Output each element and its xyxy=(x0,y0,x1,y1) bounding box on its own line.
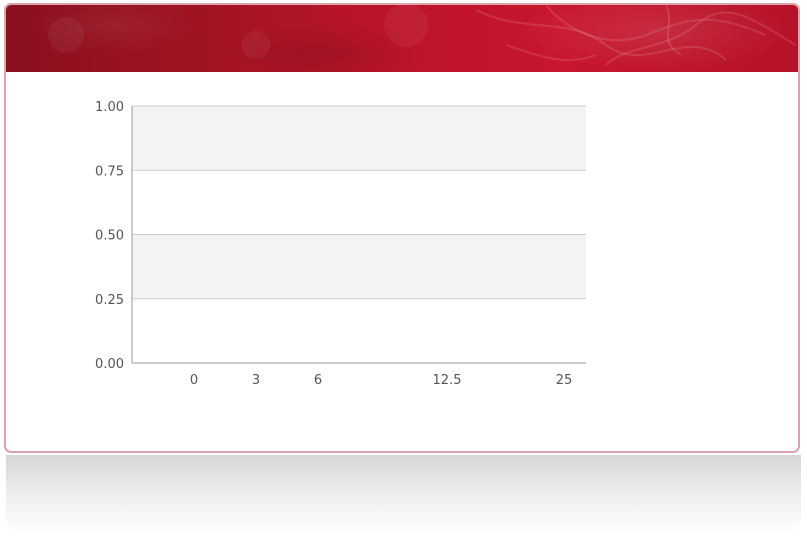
y-tick-label: 0.00 xyxy=(95,357,124,372)
chart-card xyxy=(4,3,800,453)
y-tick-label: 0.75 xyxy=(95,164,124,179)
y-tick-label: 1.00 xyxy=(95,100,124,115)
card-shadow xyxy=(6,455,801,535)
y-tick-label: 0.25 xyxy=(95,293,124,308)
y-tick-label: 0.50 xyxy=(95,229,124,244)
x-tick-label: 25 xyxy=(556,373,573,388)
plot-band xyxy=(132,234,586,299)
banner-texture xyxy=(48,5,797,66)
x-tick-label: 12.5 xyxy=(433,373,462,388)
plot-band xyxy=(132,106,586,171)
x-tick-label: 0 xyxy=(190,373,198,388)
x-tick-label: 6 xyxy=(314,373,322,388)
x-tick-label: 3 xyxy=(252,373,260,388)
header-banner xyxy=(6,5,798,72)
